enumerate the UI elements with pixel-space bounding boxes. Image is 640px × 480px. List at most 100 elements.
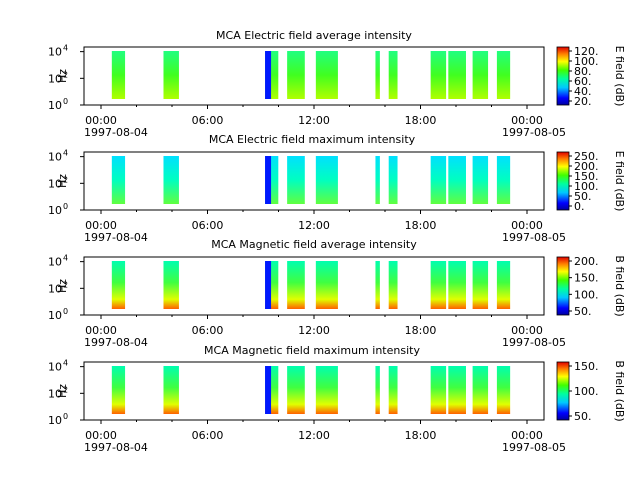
data-segment-low (265, 366, 272, 414)
panel-title: MCA Electric field maximum intensity (209, 133, 416, 146)
x-tick-label: 12:00 (298, 429, 330, 442)
y-tick-label: 10 (48, 361, 62, 374)
data-segment (375, 366, 380, 414)
data-segment (163, 261, 179, 309)
y-tick-exponent: 4 (63, 254, 68, 263)
y-tick-exponent: 0 (63, 307, 68, 316)
data-segment (287, 51, 305, 99)
data-segment (287, 261, 305, 309)
data-segment (163, 366, 179, 414)
colorbar-tick-label: 100. (574, 180, 599, 193)
colorbar-label: B field (dB) (613, 255, 626, 316)
panel-e-max: MCA Electric field maximum intensity 10 0… (48, 133, 626, 244)
panel-b-max: MCA Magnetic field maximum intensity 10 0… (48, 344, 626, 454)
x-tick-label: 00:00 (85, 429, 117, 442)
data-segment (448, 51, 466, 99)
x-date-label-end: 1997-08-05 (502, 441, 566, 454)
colorbar-tick-label: 50. (574, 410, 592, 423)
colorbar-tick-label: 100. (574, 55, 599, 68)
colorbar (556, 151, 570, 211)
colorbar-label: E field (dB) (613, 46, 626, 107)
panel-e-avg: MCA Electric field average intensity 10 0… (48, 29, 626, 139)
y-axis-label: Hz (56, 279, 69, 293)
colorbar-tick-label: 250. (574, 150, 599, 163)
data-segment-low (265, 51, 272, 99)
x-date-label-start: 1997-08-04 (84, 231, 148, 244)
y-tick-label: 10 (48, 46, 62, 59)
panel-title: MCA Magnetic field average intensity (211, 238, 417, 251)
colorbar-tick-label: 60. (574, 75, 592, 88)
data-segment (496, 261, 511, 309)
y-tick-label: 10 (48, 414, 62, 427)
colorbar-tick-label: 100. (574, 385, 599, 398)
colorbar-tick-label: 80. (574, 65, 592, 78)
y-tick-exponent: 4 (63, 359, 68, 368)
colorbar-tick-label: 150. (574, 170, 599, 183)
data-segment (496, 156, 511, 204)
colorbar (556, 256, 570, 316)
data-segment (375, 261, 380, 309)
y-tick-label: 10 (48, 282, 62, 295)
data-segment (430, 51, 447, 99)
x-tick-label: 00:00 (511, 324, 543, 337)
y-tick-exponent: 0 (63, 412, 68, 421)
data-segment (430, 156, 447, 204)
panel-b-avg: MCA Magnetic field average intensity 10 0… (48, 238, 626, 349)
y-axis-label: Hz (56, 69, 69, 83)
data-segment (315, 156, 338, 204)
y-tick-label: 10 (48, 204, 62, 217)
y-tick-label: 10 (48, 309, 62, 322)
data-segment (315, 366, 338, 414)
data-segment (448, 366, 466, 414)
y-tick-exponent: 2 (63, 385, 68, 394)
data-segment (388, 51, 398, 99)
x-tick-label: 18:00 (405, 324, 437, 337)
data-segment (315, 51, 338, 99)
panel-title: MCA Electric field average intensity (216, 29, 412, 42)
data-segment (287, 366, 305, 414)
x-tick-label: 00:00 (511, 429, 543, 442)
data-segment-low (265, 156, 272, 204)
colorbar-label: E field (dB) (613, 151, 626, 212)
x-tick-label: 18:00 (405, 219, 437, 232)
data-segment (472, 366, 489, 414)
y-tick-label: 10 (48, 256, 62, 269)
data-segment (472, 51, 489, 99)
y-axis-label: Hz (56, 174, 69, 188)
x-date-label-start: 1997-08-04 (84, 126, 148, 139)
data-segment (375, 156, 380, 204)
colorbar-tick-label: 50. (574, 190, 592, 203)
y-tick-exponent: 2 (63, 70, 68, 79)
y-tick-label: 10 (48, 151, 62, 164)
data-segment (163, 51, 179, 99)
y-tick-exponent: 4 (63, 44, 68, 53)
colorbar-tick-label: 40. (574, 85, 592, 98)
y-tick-exponent: 2 (63, 280, 68, 289)
colorbar-tick-label: 50. (574, 305, 592, 318)
y-tick-label: 10 (48, 177, 62, 190)
x-date-label-end: 1997-08-05 (502, 231, 566, 244)
colorbar-tick-label: 100. (574, 288, 599, 301)
colorbar-label: B field (dB) (613, 360, 626, 421)
colorbar-tick-label: 20. (574, 95, 592, 108)
x-date-label-start: 1997-08-04 (84, 441, 148, 454)
data-segment (111, 366, 126, 414)
x-tick-label: 00:00 (85, 219, 117, 232)
y-tick-exponent: 4 (63, 149, 68, 158)
y-axis-label: Hz (56, 384, 69, 398)
x-tick-label: 00:00 (85, 114, 117, 127)
data-segment (287, 156, 305, 204)
data-segment (375, 51, 380, 99)
x-tick-label: 12:00 (298, 219, 330, 232)
y-tick-exponent: 0 (63, 97, 68, 106)
data-segment (163, 156, 179, 204)
data-segment (448, 156, 466, 204)
data-segment (111, 261, 126, 309)
x-tick-label: 00:00 (511, 219, 543, 232)
colorbar-tick-label: 200. (574, 255, 599, 268)
colorbar-tick-label: 150. (574, 360, 599, 373)
data-segment (111, 51, 126, 99)
